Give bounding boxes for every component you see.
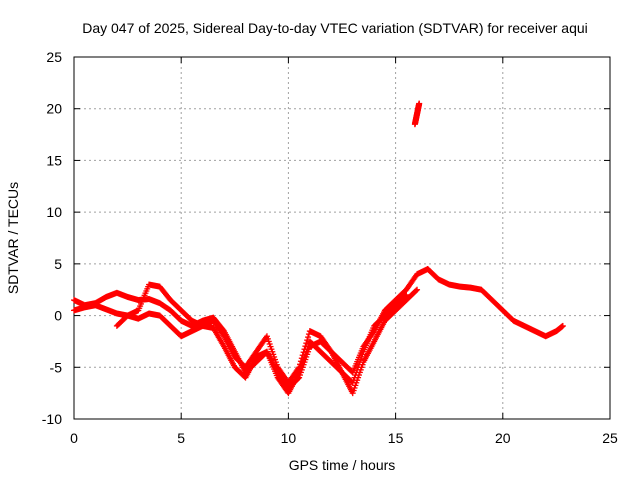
y-axis-label: SDTVAR / TECUs (5, 182, 21, 294)
data-point (403, 291, 410, 298)
series-track-D (424, 266, 566, 340)
y-tick-label: 0 (54, 308, 62, 324)
data-point (301, 346, 308, 353)
data-point (413, 287, 420, 294)
data-point (305, 334, 312, 341)
plot-frame (73, 56, 611, 420)
data-point (220, 331, 227, 338)
data-points (71, 100, 566, 397)
data-point (299, 352, 306, 359)
series-isolated-spike (411, 100, 423, 128)
y-tick-label: 10 (46, 204, 62, 220)
x-tick-label: 20 (495, 430, 511, 446)
data-point (297, 361, 304, 368)
data-point (298, 355, 305, 362)
x-tick-label: 15 (388, 430, 404, 446)
x-tick-label: 10 (281, 430, 297, 446)
series-track-C (113, 281, 410, 386)
data-point (414, 286, 421, 293)
data-point (559, 322, 566, 329)
gridlines (74, 57, 610, 419)
data-point (302, 343, 309, 350)
x-axis-label: GPS time / hours (289, 457, 396, 473)
y-tick-label: 15 (46, 152, 62, 168)
data-point (295, 365, 302, 372)
y-tick-label: -10 (42, 411, 62, 427)
tick-marks (73, 56, 611, 420)
y-tick-labels: -10 -5 0 5 10 15 20 25 (42, 49, 62, 427)
data-point (300, 349, 307, 356)
data-point (296, 364, 303, 371)
data-point (416, 100, 423, 107)
data-point (304, 337, 311, 344)
y-tick-label: 5 (54, 256, 62, 272)
x-tick-label: 0 (70, 430, 78, 446)
x-tick-label: 25 (602, 430, 618, 446)
y-tick-label: -5 (50, 359, 63, 375)
chart-title: Day 047 of 2025, Sidereal Day-to-day VTE… (82, 20, 588, 36)
x-tick-label: 5 (177, 430, 185, 446)
data-point (297, 358, 304, 365)
data-point (303, 340, 310, 347)
data-point (402, 292, 409, 299)
data-point (327, 347, 334, 354)
y-tick-label: 25 (46, 49, 62, 65)
y-tick-label: 20 (46, 101, 62, 117)
x-tick-labels: 0 5 10 15 20 25 (70, 430, 618, 446)
